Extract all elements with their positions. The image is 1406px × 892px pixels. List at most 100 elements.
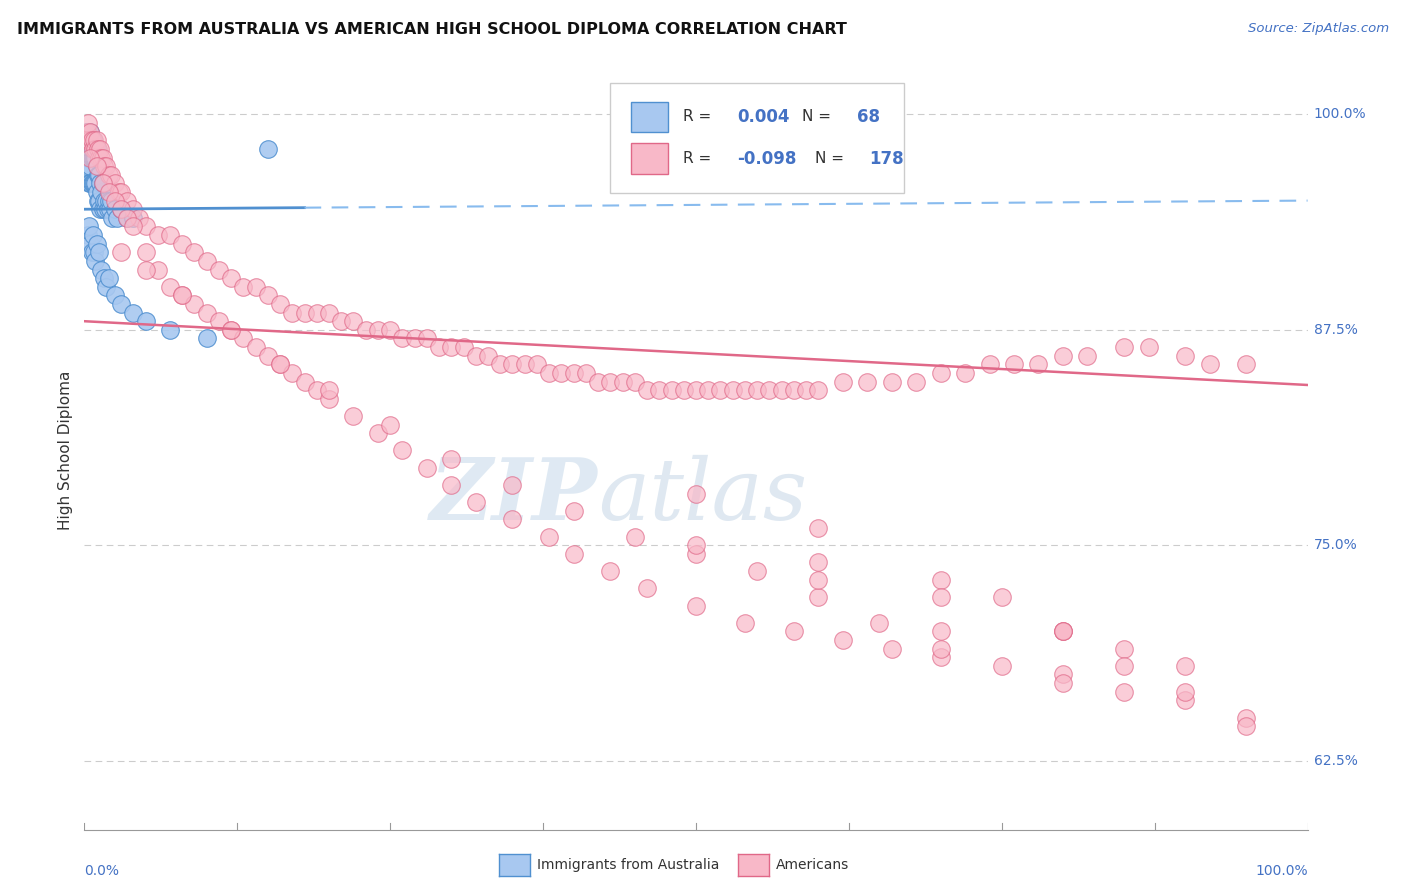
Point — [208, 262, 231, 277]
Point — [685, 538, 707, 552]
Text: IMMIGRANTS FROM AUSTRALIA VS AMERICAN HIGH SCHOOL DIPLOMA CORRELATION CHART: IMMIGRANTS FROM AUSTRALIA VS AMERICAN HI… — [17, 22, 846, 37]
Point — [367, 426, 389, 441]
Point — [172, 288, 194, 302]
Text: 100.0%: 100.0% — [1313, 107, 1367, 121]
Point — [685, 486, 707, 500]
Point — [648, 383, 671, 397]
Point — [208, 314, 231, 328]
Point — [464, 495, 486, 509]
Point — [159, 323, 181, 337]
Point — [93, 271, 115, 285]
Point — [318, 305, 340, 319]
Point — [831, 375, 853, 389]
Point — [77, 219, 100, 234]
Point — [77, 151, 100, 165]
Point — [354, 323, 377, 337]
Point — [305, 305, 328, 319]
Point — [880, 375, 903, 389]
Point — [672, 383, 695, 397]
Point — [440, 452, 463, 467]
Point — [380, 417, 402, 432]
Point — [1174, 693, 1197, 707]
Point — [128, 211, 150, 225]
Point — [83, 151, 105, 165]
Point — [1236, 719, 1258, 733]
Point — [183, 297, 205, 311]
Point — [183, 245, 205, 260]
Point — [734, 383, 756, 397]
Point — [87, 245, 110, 260]
Text: 75.0%: 75.0% — [1313, 538, 1357, 552]
Point — [1137, 340, 1160, 354]
Point — [89, 142, 111, 156]
Point — [257, 142, 280, 156]
Point — [1114, 340, 1136, 354]
Point — [105, 211, 128, 225]
Point — [685, 547, 707, 561]
Point — [1052, 624, 1074, 639]
Point — [146, 228, 169, 243]
Point — [115, 211, 138, 225]
Point — [404, 331, 426, 345]
Point — [1052, 676, 1074, 690]
Point — [100, 194, 122, 208]
Point — [269, 357, 291, 371]
Point — [661, 383, 683, 397]
Point — [159, 228, 181, 243]
Point — [513, 357, 536, 371]
Text: 62.5%: 62.5% — [1313, 754, 1358, 768]
Point — [831, 633, 853, 648]
Point — [599, 564, 621, 578]
Point — [1174, 658, 1197, 673]
Point — [1198, 357, 1220, 371]
Point — [562, 547, 585, 561]
Point — [232, 331, 254, 345]
Point — [110, 185, 132, 199]
Point — [80, 133, 103, 147]
Point — [991, 658, 1014, 673]
Point — [77, 151, 100, 165]
Point — [416, 331, 439, 345]
Point — [84, 151, 107, 165]
Point — [98, 202, 121, 217]
Point — [575, 366, 598, 380]
Point — [83, 133, 105, 147]
Point — [87, 194, 110, 208]
Point — [135, 314, 157, 328]
Point — [80, 177, 103, 191]
Point — [1052, 667, 1074, 681]
Point — [86, 159, 108, 173]
Point — [87, 151, 110, 165]
Text: N =: N = — [814, 151, 848, 166]
Point — [685, 599, 707, 613]
Point — [146, 262, 169, 277]
FancyBboxPatch shape — [631, 144, 668, 174]
Point — [97, 168, 120, 182]
Point — [562, 366, 585, 380]
Point — [77, 177, 100, 191]
Point — [91, 151, 114, 165]
Point — [807, 590, 830, 604]
Point — [636, 383, 658, 397]
Point — [110, 245, 132, 260]
Point — [929, 650, 952, 665]
Point — [86, 185, 108, 199]
Point — [391, 443, 413, 458]
Point — [758, 383, 780, 397]
Point — [794, 383, 817, 397]
Point — [90, 151, 112, 165]
Point — [110, 202, 132, 217]
Point — [80, 151, 103, 165]
Point — [87, 168, 110, 182]
Point — [77, 133, 100, 147]
Point — [367, 323, 389, 337]
Point — [104, 202, 127, 217]
Point — [79, 125, 101, 139]
Point — [93, 159, 115, 173]
FancyBboxPatch shape — [631, 102, 668, 132]
Point — [83, 177, 105, 191]
Point — [87, 194, 110, 208]
Point — [79, 151, 101, 165]
Point — [807, 556, 830, 570]
Point — [953, 366, 976, 380]
